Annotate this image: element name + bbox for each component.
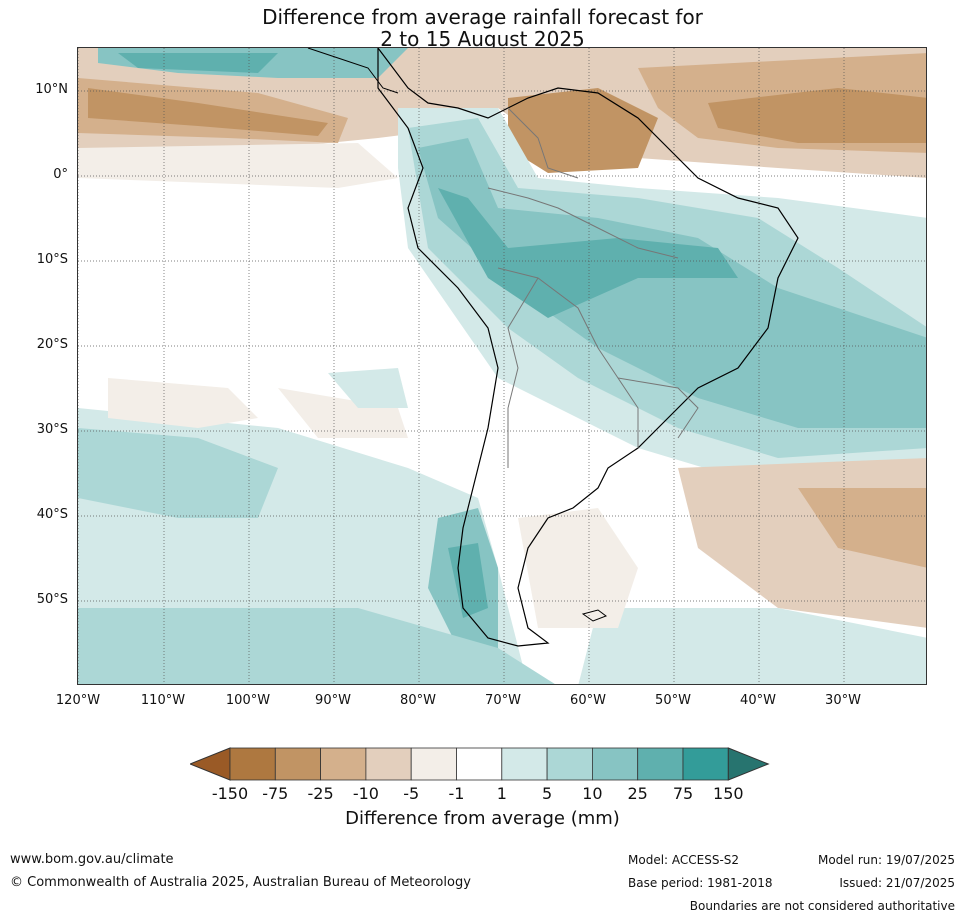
neutral-pacific-patch-1 <box>108 378 258 428</box>
wet-chile-core <box>448 543 488 618</box>
wet-pacific-patch-1 <box>328 368 408 408</box>
footer-model-run: Model run: 19/07/2025 <box>817 853 955 867</box>
colorbar-cell <box>365 747 412 781</box>
central-america-coastline <box>307 48 399 94</box>
colorbar-cell <box>637 747 684 781</box>
lat-label-20s: 20°S <box>36 337 68 352</box>
colorbar-cell <box>682 747 729 781</box>
lon-label-50w: 50°W <box>655 693 691 708</box>
lat-label-10s: 10°S <box>36 252 68 267</box>
colorbar-tick-label: 5 <box>542 784 553 803</box>
colorbar-tick-label: 25 <box>627 784 648 803</box>
footer-copyright: © Commonwealth of Australia 2025, Austra… <box>10 875 471 890</box>
lon-label-30w: 30°W <box>825 693 861 708</box>
colorbar-cells <box>190 747 770 781</box>
falkland-islands <box>581 609 608 622</box>
colorbar-tick-label: -10 <box>352 784 379 803</box>
dry-core-venezuela <box>508 88 658 173</box>
neutral-equator-pacific <box>78 143 398 188</box>
wet-amazon-strong <box>418 138 926 428</box>
lat-label-30s: 30°S <box>36 422 68 437</box>
colorbar <box>190 747 770 781</box>
lat-label-10n: 10°N <box>35 82 68 97</box>
colorbar-cell <box>320 747 367 781</box>
wet-top-pacific-core <box>118 53 278 73</box>
dry-core-pacific-strong <box>88 88 328 136</box>
footer-website: www.bom.gov.au/climate <box>10 852 174 867</box>
lat-label-0: 0° <box>53 167 68 182</box>
lon-label-60w: 60°W <box>570 693 606 708</box>
gridlines <box>78 48 926 684</box>
dry-south-atlantic-strong <box>798 488 926 568</box>
colorbar-tick-label: -25 <box>307 784 334 803</box>
colorbar-cell <box>410 747 457 781</box>
dry-core-east-atlantic-strong <box>708 88 926 143</box>
wet-far-south-atlantic <box>578 608 926 684</box>
colorbar-cell <box>501 747 548 781</box>
footer-issued: Issued: 21/07/2025 <box>839 876 955 890</box>
neutral-pacific-patch-2 <box>278 388 408 438</box>
colorbar-cell <box>546 747 593 781</box>
colorbar-tick-label: -5 <box>403 784 420 803</box>
lon-label-110w: 110°W <box>140 693 186 708</box>
colorbar-title: Difference from average (mm) <box>345 808 620 829</box>
rainfall-shading <box>78 48 926 684</box>
lon-label-100w: 100°W <box>225 693 271 708</box>
colorbar-arrow-low <box>190 747 231 781</box>
colorbar-cell <box>229 747 276 781</box>
colorbar-tick-label: 75 <box>672 784 694 803</box>
lon-label-40w: 40°W <box>740 693 776 708</box>
south-america-coastline <box>377 48 799 647</box>
footer-disclaimer: Boundaries are not considered authoritat… <box>689 899 955 913</box>
lon-label-80w: 80°W <box>400 693 436 708</box>
colorbar-tick-label: 150 <box>713 784 744 803</box>
lat-label-40s: 40°S <box>36 507 68 522</box>
wet-south-ocean <box>78 608 555 684</box>
neutral-patagonia <box>518 508 638 628</box>
colorbar-tick-label: 10 <box>582 784 603 803</box>
lon-label-70w: 70°W <box>485 693 521 708</box>
wet-amazon-core <box>438 188 738 318</box>
wet-south-pacific-mid <box>78 428 278 518</box>
colorbar-tick-label: -75 <box>262 784 289 803</box>
colorbar-tick-label: -1 <box>448 784 465 803</box>
lat-label-50s: 50°S <box>36 592 68 607</box>
colorbar-tick-label: -150 <box>211 784 249 803</box>
lon-label-90w: 90°W <box>315 693 351 708</box>
colorbar-arrow-high <box>727 747 770 781</box>
country-borders <box>487 107 699 468</box>
map-title-line1: Difference from average rainfall forecas… <box>262 5 703 29</box>
lon-label-120w: 120°W <box>55 693 101 708</box>
footer-base-period: Base period: 1981-2018 <box>628 876 773 890</box>
colorbar-cell <box>274 747 322 781</box>
rainfall-map <box>77 47 927 685</box>
colorbar-cell <box>591 747 639 781</box>
colorbar-cell <box>456 747 503 781</box>
footer-model: Model: ACCESS-S2 <box>628 853 740 867</box>
colorbar-tick-label: 1 <box>496 784 507 803</box>
rainfall-map-canvas <box>78 48 926 684</box>
